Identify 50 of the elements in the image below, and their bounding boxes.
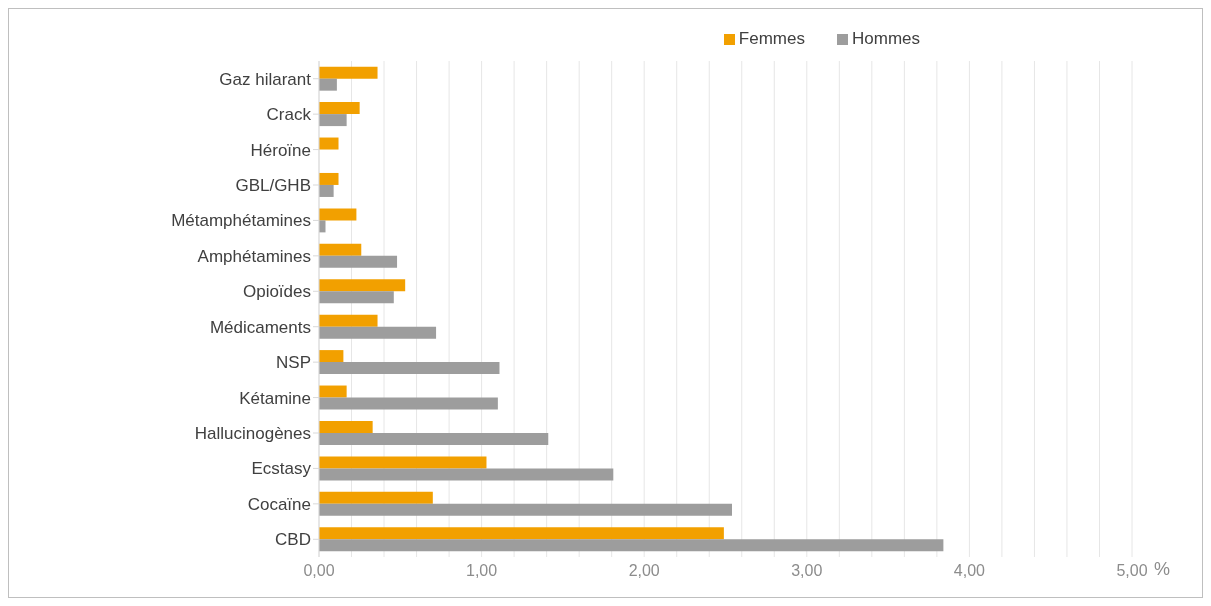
y-tick-label: CBD (275, 530, 311, 550)
y-tick-label: GBL/GHB (235, 176, 311, 196)
bar (319, 291, 394, 304)
legend-label: Femmes (738, 29, 805, 48)
bar (319, 350, 344, 363)
bar (319, 527, 724, 540)
bar (319, 78, 337, 91)
y-tick-label: Cocaïne (247, 494, 311, 514)
bar (319, 314, 378, 327)
y-tick-label: Médicaments (209, 317, 311, 337)
x-tick-label: 1,00 (466, 562, 498, 580)
x-tick-label: 4,00 (953, 562, 986, 580)
y-tick-label: Crack (266, 105, 312, 125)
bar (319, 468, 614, 481)
legend-label: Hommes (851, 29, 920, 48)
bar (319, 420, 373, 433)
y-tick-label: Opioïdes (242, 282, 311, 302)
x-tick-label: 2,00 (628, 562, 660, 580)
bar (319, 102, 360, 115)
y-tick-label: Ecstasy (251, 459, 312, 479)
bar (319, 114, 347, 127)
bar (319, 491, 433, 504)
y-tick-label: Amphétamines (197, 246, 311, 266)
y-tick-label: Gaz hilarant (219, 69, 312, 89)
bar (319, 326, 437, 339)
bar (319, 503, 732, 516)
bar (319, 255, 398, 268)
bar (319, 66, 378, 79)
y-tick-label: Kétamine (239, 388, 311, 408)
y-tick-label: Héroïne (250, 140, 311, 160)
bar (319, 172, 339, 185)
y-tick-label: Hallucinogènes (194, 424, 311, 444)
x-tick-label: 3,00 (791, 562, 823, 580)
bar (319, 397, 498, 410)
bar (319, 385, 347, 398)
x-tick-label: 5,00 (1116, 562, 1148, 580)
bar (319, 208, 357, 221)
x-tick-label: 0,00 (303, 562, 335, 580)
bar (319, 220, 326, 233)
bar (319, 243, 362, 256)
bar (319, 184, 334, 197)
x-axis-title: % (1154, 559, 1171, 580)
bar (319, 539, 944, 552)
bar (319, 137, 339, 150)
y-tick-label: NSP (276, 353, 311, 373)
y-tick-label: Métamphétamines (171, 211, 311, 231)
bar (319, 362, 500, 375)
bar (319, 432, 549, 445)
bar (319, 279, 406, 292)
bar (319, 456, 487, 469)
